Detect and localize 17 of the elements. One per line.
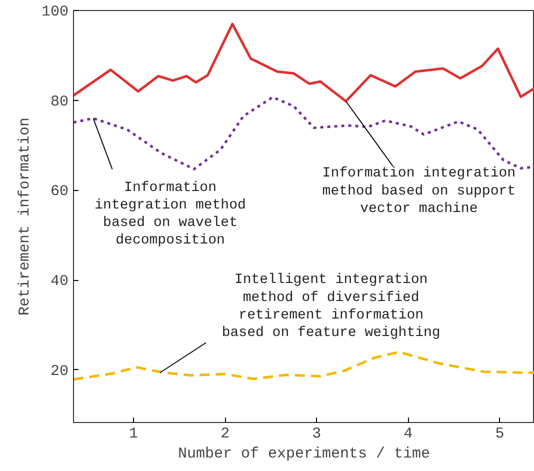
y-tick-label: 100 — [41, 4, 69, 20]
x-tick-label: 3 — [312, 426, 322, 442]
x-tick-label: 4 — [404, 426, 413, 442]
y-tick-label: 80 — [50, 93, 69, 110]
y-axis-title: Retirement information — [16, 117, 34, 316]
line-series — [74, 22, 534, 103]
x-tick-label: 5 — [495, 426, 504, 442]
x-tick-label: 1 — [129, 426, 138, 442]
x-axis-title: Number of experiments / time — [178, 446, 430, 462]
y-tick-label: 60 — [50, 183, 69, 200]
y-tick-label: 40 — [50, 273, 69, 290]
line-series — [74, 350, 534, 381]
annotation: Information integration method based on support vector machine — [322, 166, 516, 217]
annotation: Intelligent integration method of diversified retirement information based on feature weighting — [222, 272, 440, 342]
y-tick-label: 20 — [50, 362, 69, 380]
x-tick-label: 2 — [220, 426, 230, 442]
annotation: Information integration method based on wavelet decomposition — [94, 180, 246, 249]
